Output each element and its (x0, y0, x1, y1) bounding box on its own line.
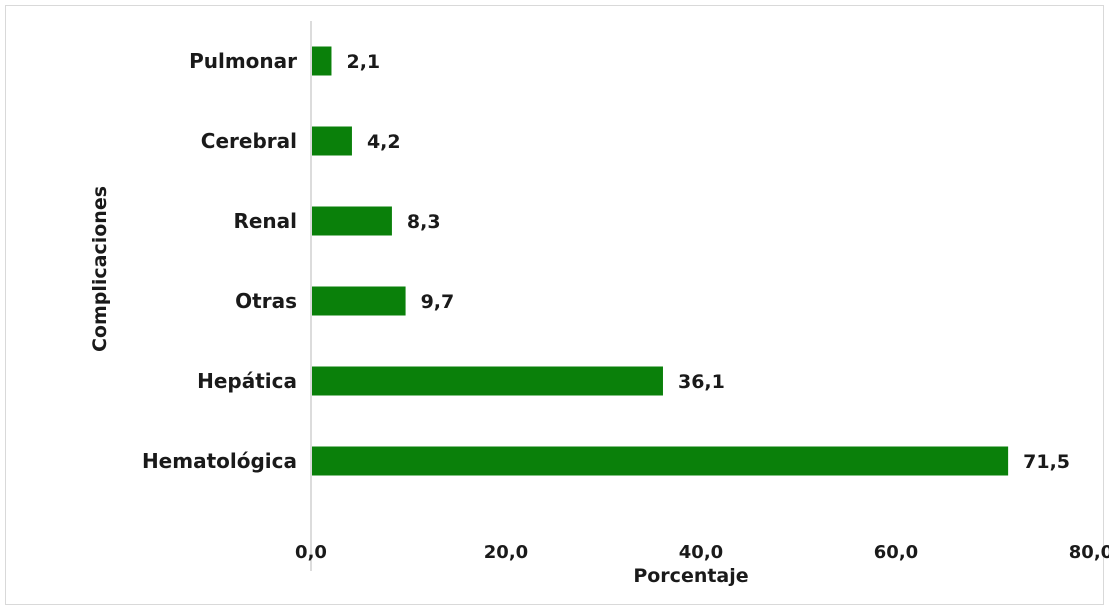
y-axis-title: Complicaciones (89, 186, 111, 352)
bar-5 (312, 446, 1009, 476)
value-label: 4,2 (367, 131, 401, 153)
category-label: Hepática (197, 369, 297, 393)
x-tick-label: 80,0 (1069, 542, 1109, 563)
x-tick-label: 60,0 (874, 542, 918, 563)
chart: Pulmonar Cerebral Renal Otras Hepática Hemato… (89, 21, 1109, 587)
category-label: Cerebral (201, 129, 297, 153)
category-label: Pulmonar (189, 49, 297, 73)
category-label: Otras (235, 289, 297, 313)
value-label: 8,3 (407, 211, 441, 233)
bar-1 (312, 126, 352, 156)
bar-4 (312, 366, 663, 396)
value-label: 2,1 (346, 51, 380, 73)
x-tick-label: 40,0 (679, 542, 723, 563)
value-label: 71,5 (1023, 451, 1070, 473)
bars-layer (312, 46, 1009, 476)
bar-0 (312, 46, 332, 76)
bar-2 (312, 206, 392, 236)
value-labels: 2,1 4,2 8,3 9,7 36,1 71,5 (346, 51, 1070, 473)
x-tick-labels: 0,0 20,0 40,0 60,0 80,0 (295, 542, 1109, 563)
x-tick-label: 0,0 (295, 542, 327, 563)
value-label: 36,1 (678, 371, 725, 393)
category-label: Hematológica (142, 449, 297, 473)
chart-frame: Pulmonar Cerebral Renal Otras Hepática Hemato… (5, 5, 1109, 605)
x-axis-title: Porcentaje (633, 565, 748, 587)
x-tick-label: 20,0 (484, 542, 528, 563)
value-label: 9,7 (421, 291, 455, 313)
bar-3 (312, 286, 406, 316)
category-label: Renal (233, 209, 297, 233)
category-labels: Pulmonar Cerebral Renal Otras Hepática Hemato… (142, 49, 297, 473)
